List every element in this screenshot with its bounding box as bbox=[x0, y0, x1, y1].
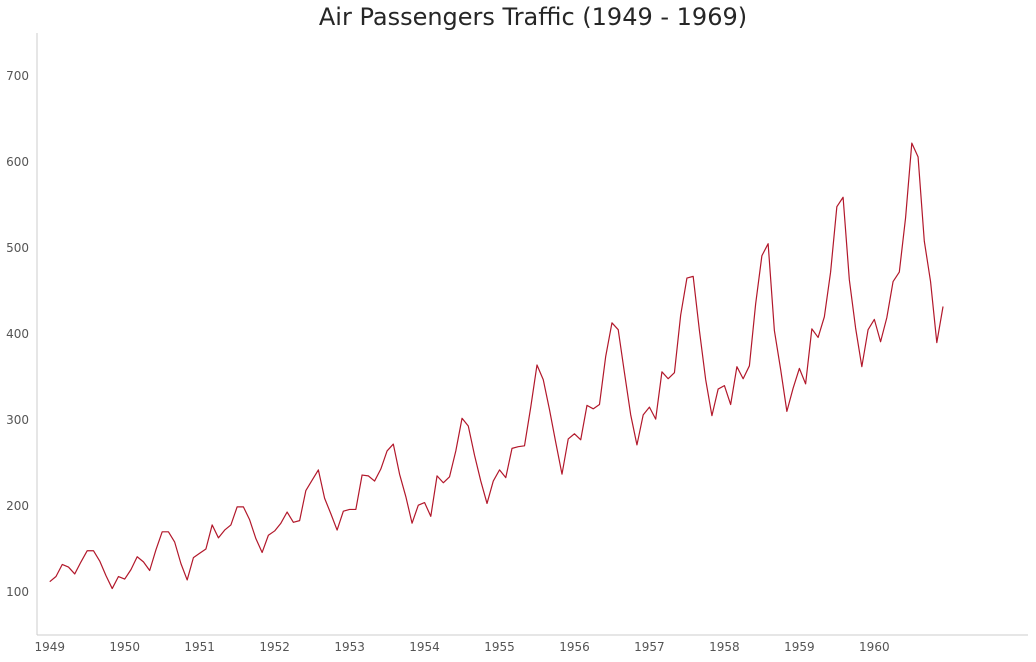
x-tick-label: 1956 bbox=[559, 640, 590, 654]
x-tick-label: 1949 bbox=[34, 640, 65, 654]
y-tick-label: 100 bbox=[6, 585, 29, 599]
chart-title: Air Passengers Traffic (1949 - 1969) bbox=[318, 3, 748, 31]
x-tick-label: 1951 bbox=[184, 640, 215, 654]
x-tick-labels: 1949 1950 1951 1952 1953 1954 1955 1956 1957 1958… bbox=[34, 640, 889, 654]
x-tick-label: 1959 bbox=[784, 640, 815, 654]
series-group bbox=[49, 142, 944, 590]
x-tick-label: 1958 bbox=[709, 640, 740, 654]
x-tick-label: 1957 bbox=[634, 640, 665, 654]
y-tick-label: 600 bbox=[6, 155, 29, 169]
x-tick-label: 1954 bbox=[409, 640, 440, 654]
y-tick-label: 400 bbox=[6, 327, 29, 341]
x-tick-label: 1955 bbox=[484, 640, 515, 654]
x-tick-label: 1953 bbox=[334, 640, 365, 654]
x-tick-label: 1960 bbox=[859, 640, 890, 654]
series-line-0 bbox=[49, 142, 944, 590]
y-tick-label: 700 bbox=[6, 69, 29, 83]
y-tick-label: 300 bbox=[6, 413, 29, 427]
y-tick-label: 200 bbox=[6, 499, 29, 513]
x-tick-label: 1950 bbox=[109, 640, 140, 654]
y-tick-labels: 100 200 300 400 500 600 700 bbox=[6, 69, 29, 599]
y-tick-label: 500 bbox=[6, 241, 29, 255]
x-tick-label: 1952 bbox=[259, 640, 290, 654]
